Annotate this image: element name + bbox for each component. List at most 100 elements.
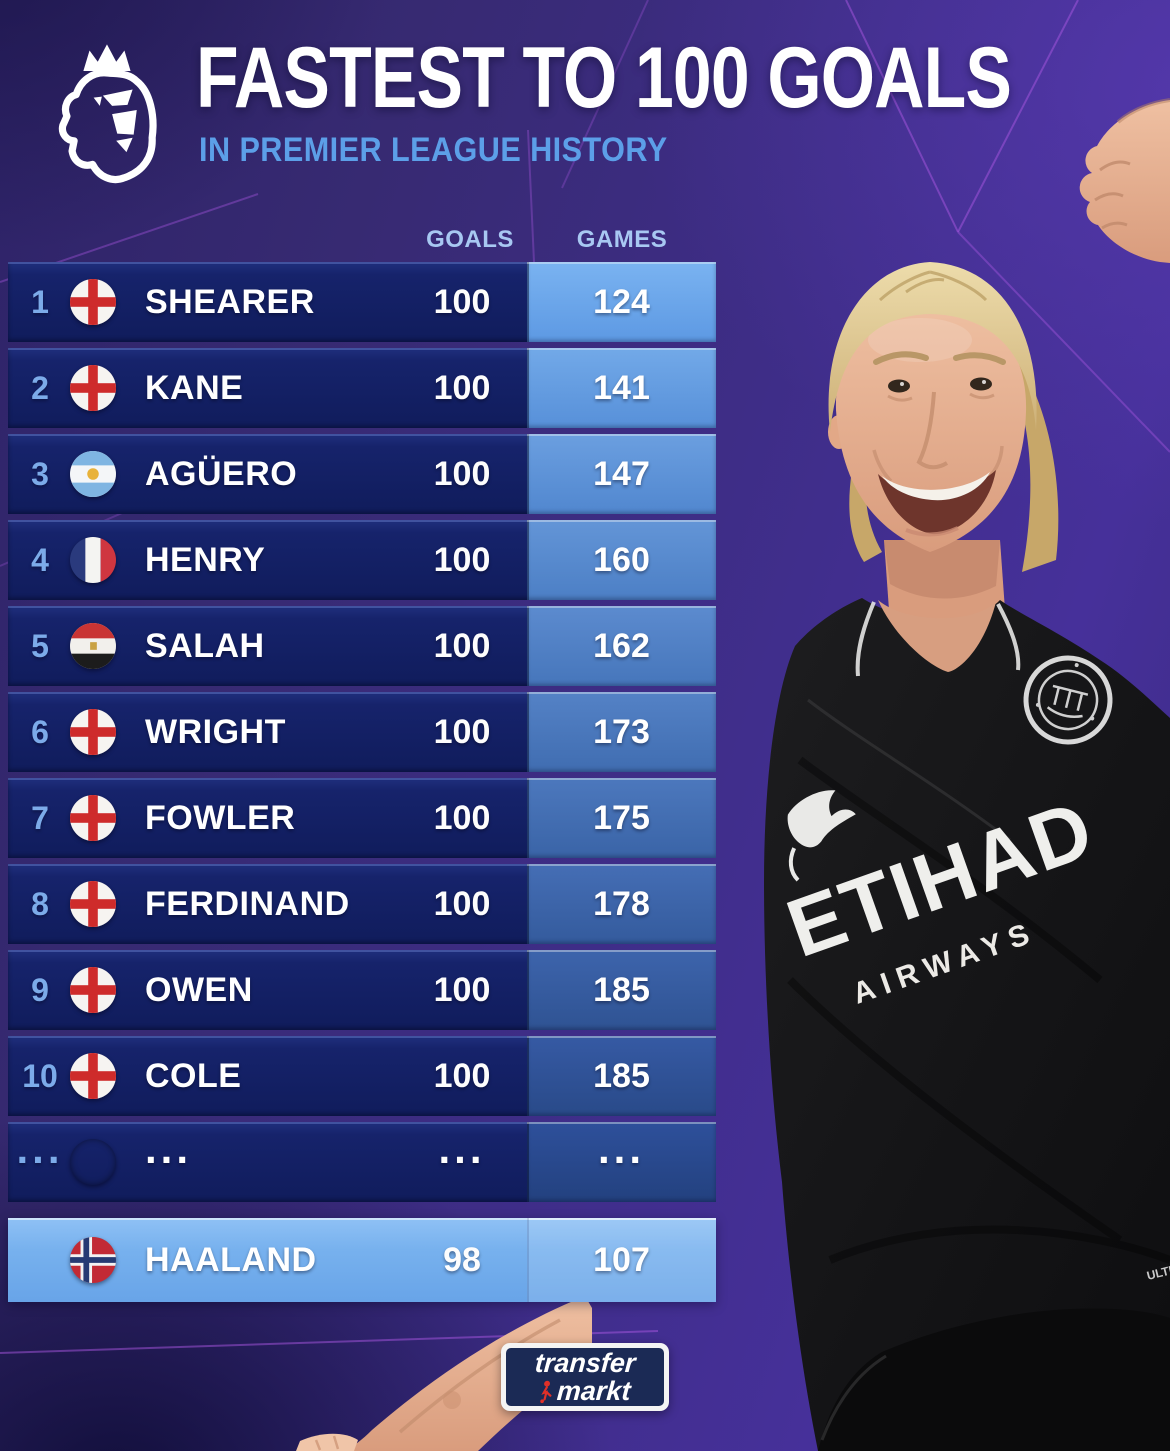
transfermarkt-logo-inner: transfer markt: [506, 1348, 664, 1406]
table-row: 6 WRIGHT 100 173: [8, 692, 716, 772]
goals-value: 100: [433, 454, 491, 493]
goals-value: 100: [433, 798, 491, 837]
raised-fist: [1079, 98, 1170, 263]
player-name: OWEN: [145, 970, 253, 1009]
table-row: HAALAND 98 107: [8, 1218, 716, 1302]
games-value: 147: [593, 454, 650, 493]
games-value: 185: [593, 1056, 650, 1095]
france-flag-icon: [70, 537, 116, 583]
nationality-flag-icon: [70, 1237, 116, 1283]
jersey-folds: [787, 756, 1170, 1264]
table-row: 8 FERDINAND 100 178: [8, 864, 716, 944]
player-name: COLE: [145, 1056, 242, 1095]
games-value: 178: [593, 884, 650, 923]
rank-label: 8: [31, 885, 49, 922]
games-cell: 107: [527, 1218, 716, 1302]
table-row: 5 SALAH 100 162: [8, 606, 716, 686]
games-value: 185: [593, 970, 650, 1009]
table-row: 7 FOWLER 100 175: [8, 778, 716, 858]
games-value: 107: [593, 1240, 650, 1279]
argentina-flag-icon: [70, 451, 116, 497]
games-value: 141: [593, 368, 650, 407]
premier-league-lion-logo: [58, 44, 157, 184]
england-flag-icon: [70, 709, 116, 755]
transfermarkt-logo: transfer markt: [501, 1343, 669, 1411]
rank-label: 5: [31, 627, 49, 664]
rank-label: 1: [31, 283, 49, 320]
puma-logo: [787, 790, 856, 882]
games-cell: 185: [527, 1036, 716, 1116]
jaw-shadow: [884, 540, 1000, 599]
smile: [872, 445, 1004, 537]
games-value: 160: [593, 540, 650, 579]
city-badge: [1023, 655, 1113, 745]
goals-value: 100: [433, 970, 491, 1009]
norway-flag-icon: [70, 1237, 116, 1283]
nationality-flag-icon: [70, 709, 116, 755]
games-cell: 160: [527, 520, 716, 600]
table-row: 10 COLE 100 185: [8, 1036, 716, 1116]
goals-value: 100: [433, 282, 491, 321]
eyebrows: [873, 351, 1006, 365]
england-flag-icon: [70, 795, 116, 841]
crown-icon: [83, 44, 131, 71]
player-name: SHEARER: [145, 282, 315, 321]
rank-label: 3: [31, 455, 49, 492]
england-flag-icon: [70, 1053, 116, 1099]
nationality-flag-icon: [70, 623, 116, 669]
table-row: ... ... ... ...: [8, 1122, 716, 1202]
transfermarkt-wordmark-top: transfer: [533, 1347, 637, 1378]
games-cell: 124: [527, 262, 716, 342]
jersey-small-print: ULTR: [1145, 1262, 1170, 1283]
rank-label: ...: [16, 1125, 64, 1172]
nationality-flag-icon: [70, 795, 116, 841]
nationality-flag-icon: [70, 279, 116, 325]
player-name: FOWLER: [145, 798, 296, 837]
games-value: 175: [593, 798, 650, 837]
goals-value: ...: [438, 1125, 486, 1172]
lion-mane-outline: [58, 69, 157, 184]
nationality-flag-icon: [70, 1139, 116, 1185]
goals-value: 98: [443, 1240, 481, 1279]
rank-label: 4: [31, 541, 49, 578]
games-value: 173: [593, 712, 650, 751]
neckline-skin: [878, 600, 996, 672]
table-row: 1 SHEARER 100 124: [8, 262, 716, 342]
games-cell: 185: [527, 950, 716, 1030]
collar-trim: [855, 601, 1021, 677]
table-row: 3 AGÜERO 100 147: [8, 434, 716, 514]
player-name: HENRY: [145, 540, 266, 579]
page-title: FASTEST TO 100 GOALS: [196, 28, 1012, 126]
games-cell: 175: [527, 778, 716, 858]
eyes: [887, 377, 995, 402]
shorts: [818, 1308, 1170, 1451]
games-cell: ...: [527, 1122, 716, 1202]
kicking-player-icon: [540, 1379, 552, 1403]
table-row: 9 OWEN 100 185: [8, 950, 716, 1030]
page-subtitle: IN PREMIER LEAGUE HISTORY: [199, 131, 668, 169]
rank-label: 9: [31, 971, 49, 1008]
rank-label: 2: [31, 369, 49, 406]
nationality-flag-icon: [70, 537, 116, 583]
goals-value: 100: [433, 540, 491, 579]
player-name: ...: [145, 1125, 193, 1172]
hair-strands: [878, 270, 988, 302]
player-name: HAALAND: [145, 1240, 317, 1279]
lion-face-features: [93, 89, 137, 153]
ranking-table: 1 SHEARER 100 124 2 KANE 100 141 3 AGÜER…: [8, 262, 716, 1302]
games-cell: 147: [527, 434, 716, 514]
goals-value: 100: [433, 884, 491, 923]
games-cell: 178: [527, 864, 716, 944]
nationality-flag-icon: [70, 967, 116, 1013]
transfermarkt-wordmark-bottom: markt: [556, 1375, 632, 1406]
games-cell: 173: [527, 692, 716, 772]
player-name: AGÜERO: [145, 454, 298, 493]
goals-value: 100: [433, 1056, 491, 1095]
games-cell: 162: [527, 606, 716, 686]
nationality-flag-icon: [70, 881, 116, 927]
forehead-highlight: [868, 318, 972, 362]
lower-forearm: [296, 1296, 592, 1451]
back-hair: [1004, 350, 1059, 572]
games-cell: 141: [527, 348, 716, 428]
